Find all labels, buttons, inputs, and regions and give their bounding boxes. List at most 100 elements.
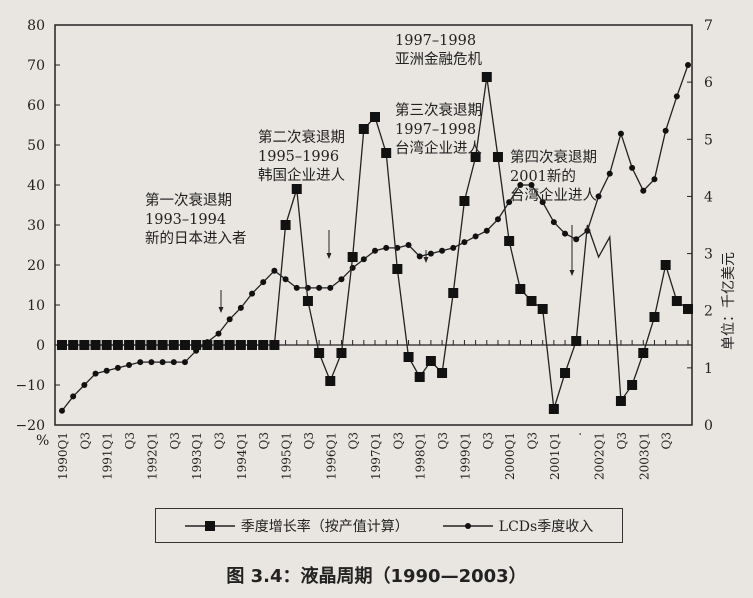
annotation-text: 2001新的 xyxy=(510,168,576,185)
y-left-tick-label: −10 xyxy=(15,378,45,394)
revenue-marker xyxy=(416,253,423,260)
revenue-marker xyxy=(383,244,390,251)
growth-rate-marker xyxy=(79,340,90,350)
revenue-marker xyxy=(651,176,658,183)
x-tick-label: Q3 xyxy=(78,432,92,449)
revenue-marker xyxy=(170,359,177,366)
growth-rate-marker xyxy=(548,404,559,414)
growth-rate-marker xyxy=(381,148,392,158)
revenue-marker xyxy=(271,267,278,274)
revenue-marker xyxy=(617,130,624,137)
revenue-marker xyxy=(360,256,367,263)
annotation-text: 1993–1994 xyxy=(145,212,226,228)
growth-rate-marker xyxy=(57,340,67,350)
growth-rate-marker xyxy=(269,340,280,350)
growth-rate-marker xyxy=(526,296,537,306)
growth-rate-marker xyxy=(671,296,682,306)
growth-rate-marker xyxy=(481,72,492,82)
annotation-text: 1997–1998 xyxy=(395,122,476,138)
legend-label-growth-rate: 季度增长率（按产值计算） xyxy=(240,518,409,535)
x-tick-label: Q3 xyxy=(213,432,227,449)
growth-rate-marker xyxy=(571,336,582,346)
growth-rate-marker xyxy=(68,340,79,350)
growth-rate-marker xyxy=(638,348,649,358)
revenue-marker xyxy=(181,359,188,366)
growth-rate-marker xyxy=(124,340,135,350)
y-left-tick-label: 60 xyxy=(27,98,45,114)
x-tick-label: Q3 xyxy=(615,432,629,449)
growth-rate-marker xyxy=(504,236,515,246)
growth-rate-marker xyxy=(101,340,112,350)
growth-rate-marker xyxy=(135,340,146,350)
annotation-text: 亚洲金融危机 xyxy=(395,51,482,68)
revenue-marker xyxy=(629,164,636,171)
revenue-marker xyxy=(427,250,434,257)
x-tick-label: 1992Q1 xyxy=(145,432,159,480)
y-left-tick-label: 50 xyxy=(27,138,45,154)
revenue-marker xyxy=(595,193,602,200)
growth-rate-marker xyxy=(202,340,213,350)
revenue-marker xyxy=(450,244,457,251)
revenue-marker xyxy=(372,247,378,254)
annotation-text: 台湾企业进人 xyxy=(510,186,597,204)
growth-rate-marker xyxy=(660,260,671,270)
revenue-marker xyxy=(506,199,513,206)
y-left-tick-label: −20 xyxy=(15,418,45,434)
revenue-marker xyxy=(249,290,256,297)
y-right-unit-label: 单位：千亿美元 xyxy=(721,252,737,350)
growth-rate-marker xyxy=(403,352,414,362)
growth-rate-marker xyxy=(325,376,336,386)
revenue-marker xyxy=(405,242,412,248)
annotation-text: 台湾企业进人 xyxy=(395,139,482,157)
revenue-marker xyxy=(282,276,289,283)
revenue-marker xyxy=(59,407,65,414)
annotation-text: 1997–1998 xyxy=(395,33,476,49)
annotation-text: 第一次衰退期 xyxy=(145,191,232,209)
x-tick-label: Q3 xyxy=(123,432,137,449)
revenue-marker xyxy=(148,359,155,366)
revenue-marker xyxy=(81,382,88,388)
chart-canvas: 80706050403020100−10−20%76543210单位：千亿美元1… xyxy=(15,18,737,480)
growth-rate-marker xyxy=(515,284,526,294)
growth-rate-marker xyxy=(157,340,168,350)
revenue-marker xyxy=(215,330,222,337)
square-marker-icon xyxy=(184,520,235,531)
growth-rate-marker xyxy=(448,288,459,298)
y-right-tick-label: 2 xyxy=(704,304,713,320)
growth-rate-marker xyxy=(560,368,571,378)
revenue-marker xyxy=(472,233,479,240)
growth-rate-marker xyxy=(492,152,503,162)
y-left-tick-label: 10 xyxy=(27,298,45,314)
revenue-marker xyxy=(327,284,334,291)
diamond-marker-icon xyxy=(442,522,493,529)
revenue-marker xyxy=(494,216,501,223)
y-right-tick-label: 5 xyxy=(704,132,713,148)
revenue-marker xyxy=(103,367,110,374)
growth-rate-marker xyxy=(537,304,548,314)
growth-rate-marker xyxy=(291,184,302,194)
x-tick-label: 2000Q1 xyxy=(503,432,517,480)
figure-caption: 图 3.4：液晶周期（1990—2003） xyxy=(226,566,527,587)
growth-rate-marker xyxy=(146,340,157,350)
x-tick-label: Q3 xyxy=(257,432,271,449)
x-tick-label: . xyxy=(570,432,584,436)
y-left-tick-label: 80 xyxy=(27,18,45,34)
growth-rate-marker xyxy=(191,340,202,350)
x-tick-label: 1996Q1 xyxy=(324,432,338,480)
annotation-text: 第四次衰退期 xyxy=(510,148,597,166)
x-tick-label: 1997Q1 xyxy=(369,432,383,480)
growth-rate-marker xyxy=(414,372,425,382)
revenue-marker xyxy=(640,187,647,194)
growth-rate-marker xyxy=(179,340,190,350)
x-tick-label: Q3 xyxy=(660,432,674,449)
growth-rate-marker xyxy=(336,348,347,358)
revenue-marker xyxy=(260,279,267,286)
revenue-marker xyxy=(517,182,524,188)
growth-rate-marker xyxy=(112,340,123,350)
x-tick-label: Q3 xyxy=(391,432,405,449)
revenue-marker xyxy=(685,62,691,68)
revenue-marker xyxy=(70,393,77,400)
growth-rate-marker xyxy=(213,340,224,350)
x-tick-label: Q3 xyxy=(481,432,495,449)
revenue-marker xyxy=(159,359,166,366)
